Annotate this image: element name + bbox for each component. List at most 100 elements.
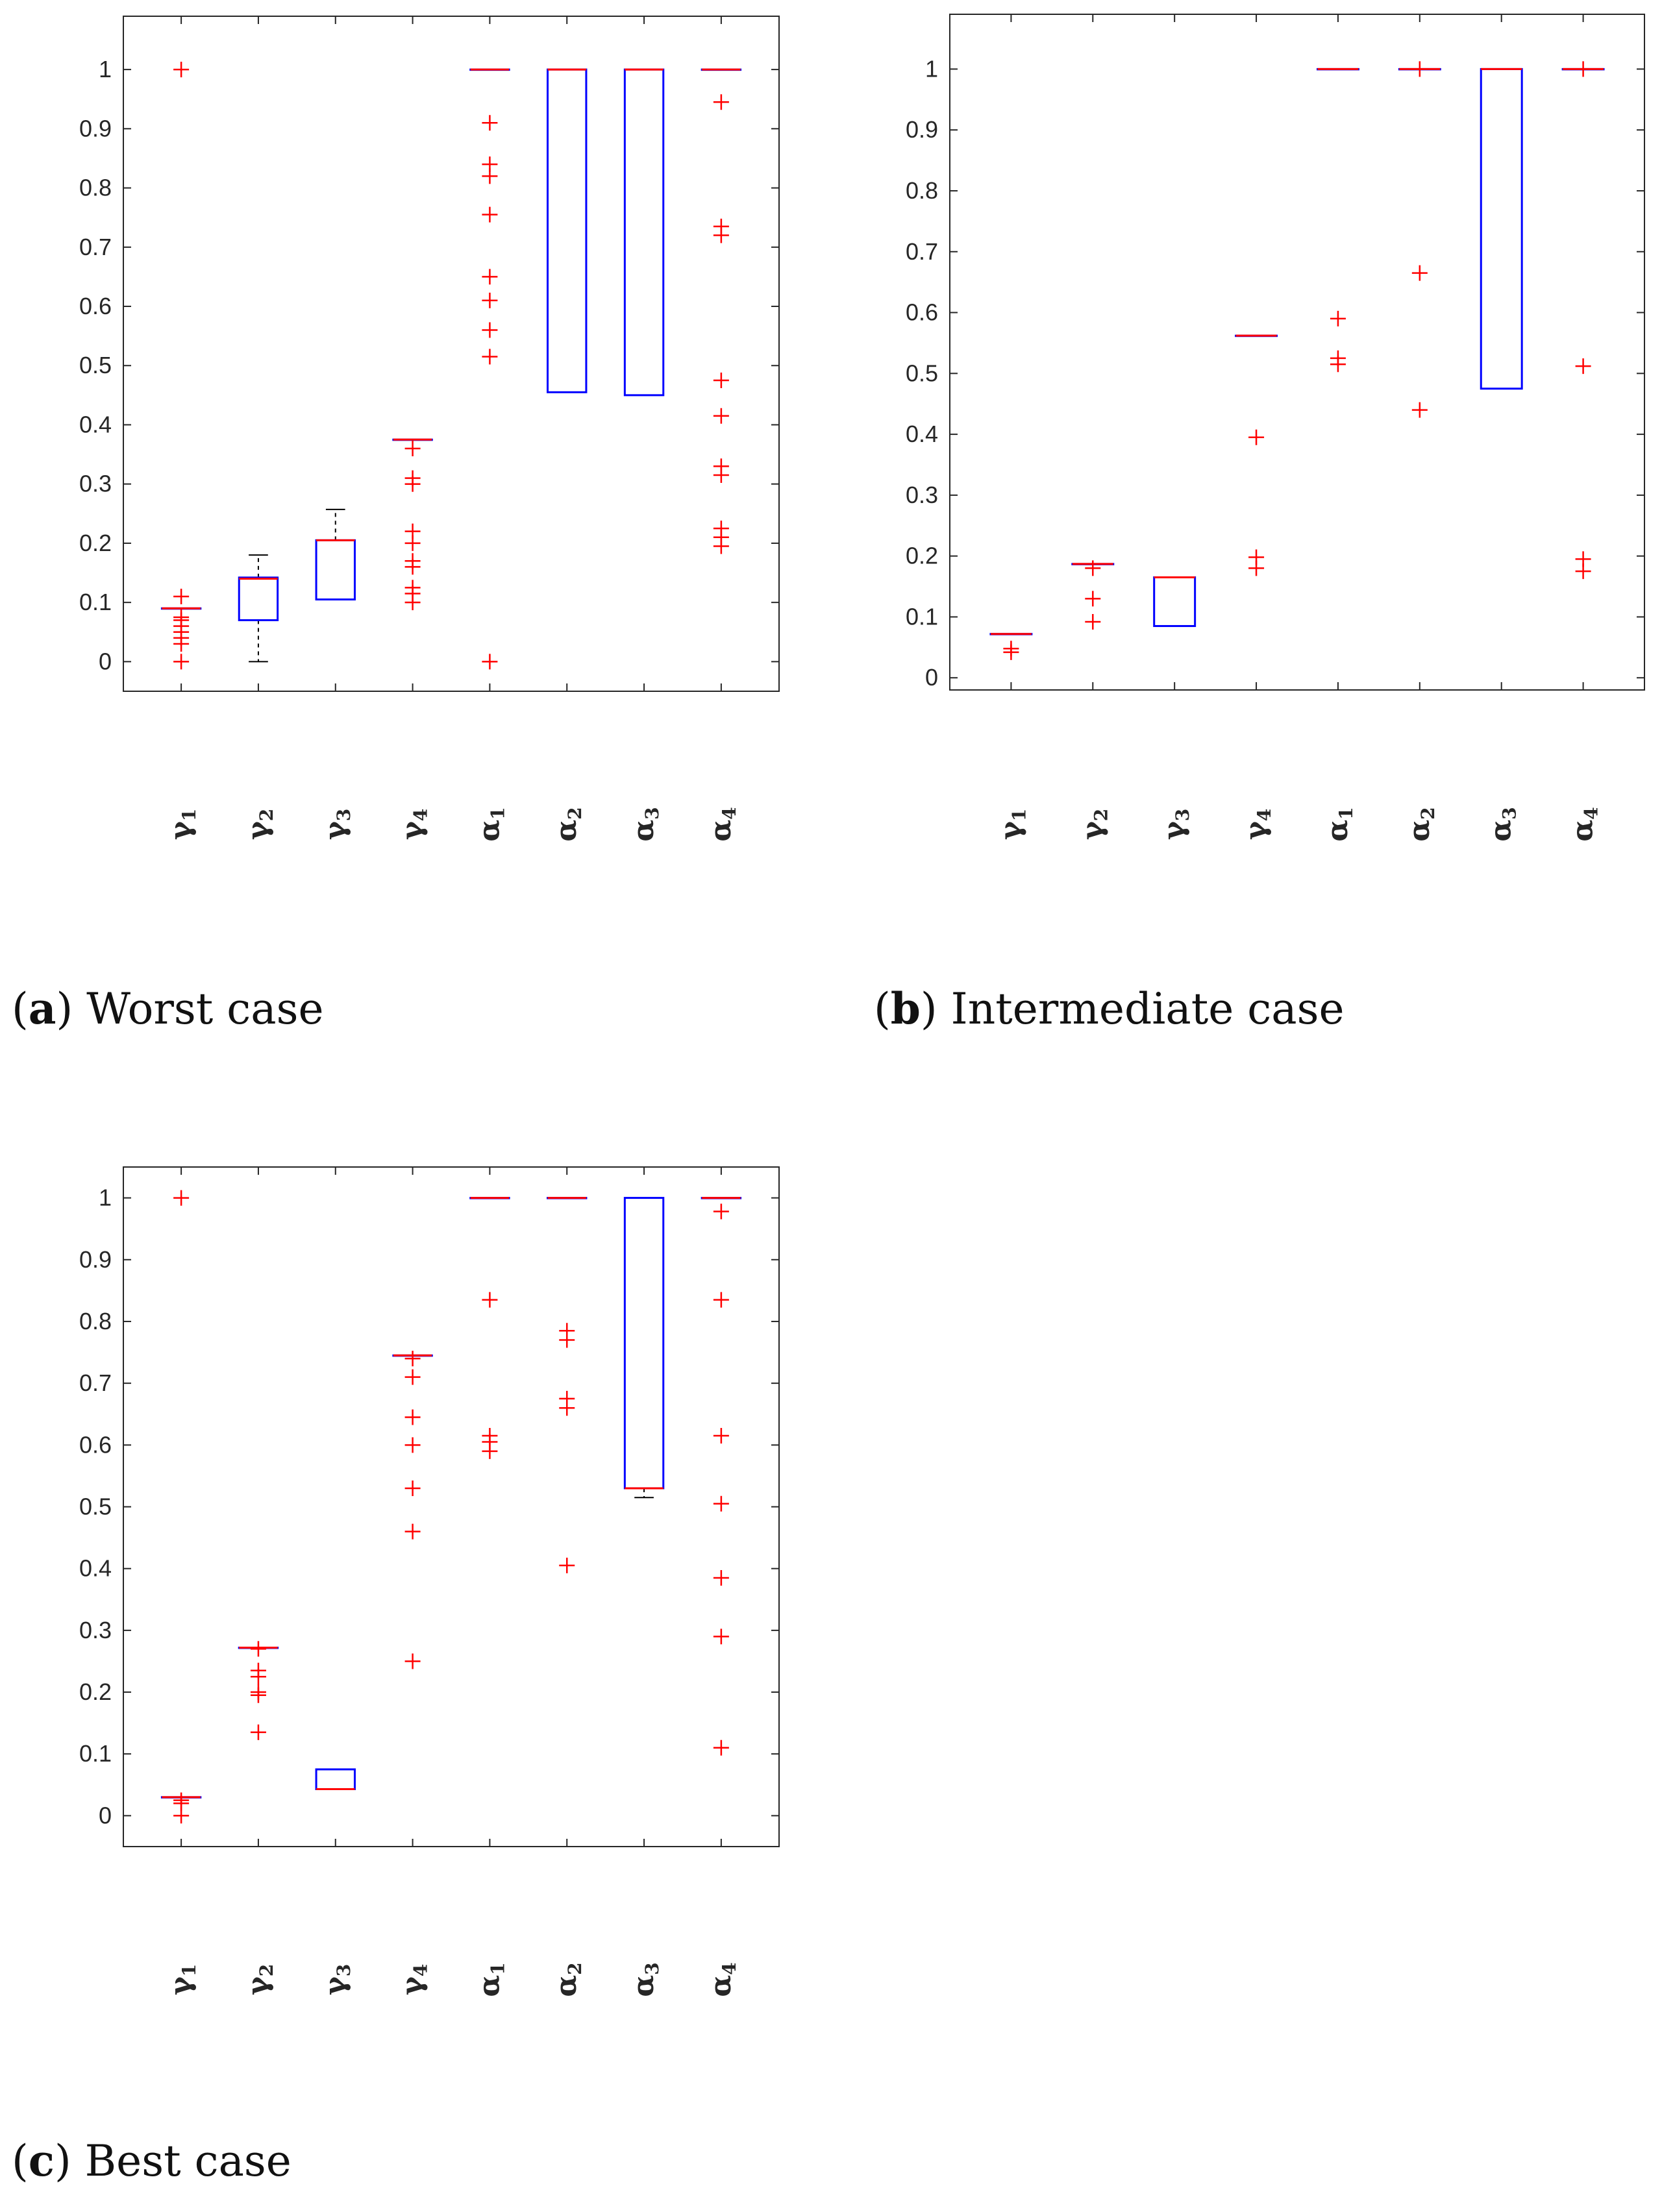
plot-frame: [949, 14, 1645, 691]
x-tick-label: α4: [704, 807, 740, 841]
x-tick-label: γ4: [396, 809, 432, 841]
y-tick-label: 0.8: [79, 175, 112, 201]
outlier-marker: [482, 269, 498, 285]
outlier-marker: [404, 595, 421, 611]
caption-letter-b: b: [890, 983, 921, 1034]
outlier-marker: [404, 1351, 421, 1367]
outlier-marker: [713, 1628, 729, 1645]
x-tick-label: α4: [704, 1962, 740, 1997]
x-tick-label: γ1: [164, 809, 200, 841]
x-tick-label: α1: [473, 1962, 508, 1997]
outlier-marker: [1575, 61, 1591, 77]
outlier-marker: [482, 654, 498, 670]
y-tick-label: 0: [99, 648, 112, 674]
y-tick-label: 0.1: [79, 1740, 112, 1767]
outlier-marker: [1248, 429, 1265, 445]
y-tick-label: 0.9: [79, 1246, 112, 1273]
outlier-marker: [1575, 358, 1591, 375]
y-tick-label: 0.7: [79, 234, 112, 260]
y-tick-label: 0.4: [79, 411, 112, 437]
y-tick-label: 0.6: [79, 1431, 112, 1458]
x-tick-label: α2: [550, 807, 586, 841]
outlier-marker: [559, 1400, 575, 1416]
box-group: [1153, 576, 1197, 628]
caption-text-a: Worst case: [86, 984, 324, 1034]
plot-frame: [123, 16, 780, 692]
outlier-marker: [713, 227, 729, 243]
caption-text-c: Best case: [84, 2136, 291, 2186]
x-tick-label: γ2: [1076, 809, 1111, 841]
outlier-marker: [1003, 644, 1019, 660]
outlier-marker: [404, 1369, 421, 1385]
x-tick-label: γ3: [319, 809, 354, 841]
outlier-marker: [404, 559, 421, 575]
box-group: [1480, 68, 1523, 390]
outlier-marker: [559, 1557, 575, 1573]
box-group: [623, 1197, 665, 1499]
y-tick-label: 0.7: [79, 1370, 112, 1396]
outlier-marker: [482, 206, 498, 223]
outlier-marker: [482, 115, 498, 131]
y-tick-label: 0.2: [79, 530, 112, 556]
y-tick-label: 1: [99, 1185, 112, 1211]
outlier-marker: [1411, 61, 1428, 77]
outlier-marker: [482, 322, 498, 338]
boxplot-b: 0 0.1 0.2 0.3 0.4 0.5 0.6 0.7 0.8 0.9 1 γ1 γ2 γ3 γ4 α1 α…: [906, 14, 1645, 842]
x-tick-label: α4: [1567, 807, 1602, 841]
boxplot-c: 0 0.1 0.2 0.3 0.4 0.5 0.6 0.7 0.8 0.9 1 γ1 γ2 γ3 γ4 α1 α…: [79, 1166, 780, 1997]
outlier-marker: [404, 1437, 421, 1453]
box-group: [238, 554, 279, 663]
box-iqr: [623, 1197, 665, 1490]
y-tick-label: 0.3: [906, 482, 938, 508]
box-group: [989, 633, 1033, 660]
y-tick-label: 0: [99, 1802, 112, 1828]
x-tick-label: γ4: [396, 1964, 432, 1996]
y-tick-label: 1: [925, 55, 938, 82]
outlier-marker: [713, 1203, 729, 1220]
box-group: [1316, 68, 1359, 373]
x-tick-label: γ2: [242, 1964, 277, 1996]
x-tick-label: α3: [627, 1962, 663, 1997]
outlier-marker: [404, 1523, 421, 1540]
box-group: [469, 1197, 510, 1459]
outlier-marker: [713, 467, 729, 484]
x-tick-label: α1: [1321, 807, 1357, 841]
outlier-marker: [1248, 560, 1265, 576]
y-tick-label: 0.5: [79, 352, 112, 378]
y-tick-label: 1: [99, 56, 112, 82]
y-tick-label: 0.6: [906, 299, 938, 326]
outlier-marker: [713, 1292, 729, 1308]
outlier-marker: [713, 1495, 729, 1512]
caption-b: (b) Intermediate case: [874, 983, 1345, 1034]
caption-c: (c) Best case: [12, 2135, 291, 2186]
outlier-marker: [713, 94, 729, 110]
outlier-marker: [1085, 591, 1101, 607]
box-group: [701, 68, 742, 554]
y-tick-label: 0.2: [79, 1678, 112, 1705]
box-group: [315, 1768, 356, 1790]
box-iqr: [623, 68, 665, 397]
outlier-marker: [1330, 356, 1346, 373]
outlier-marker: [250, 1669, 266, 1685]
x-tick-label: γ3: [1158, 809, 1193, 841]
box-group: [392, 438, 433, 611]
y-tick-label: 0: [925, 664, 938, 691]
boxplot-a: 0 0.1 0.2 0.3 0.4 0.5 0.6 0.7 0.8 0.9 1 γ1 γ2 γ3 γ4 α1 α…: [79, 16, 780, 842]
outlier-marker: [404, 476, 421, 492]
plot-frame: [123, 1166, 780, 1847]
box-group: [547, 68, 588, 393]
outlier-marker: [482, 349, 498, 365]
y-tick-label: 0.5: [906, 360, 938, 386]
outlier-marker: [250, 1687, 266, 1703]
outlier-marker: [173, 654, 190, 670]
box-group: [701, 1197, 742, 1756]
box-group: [1235, 334, 1278, 576]
outlier-marker: [173, 1190, 190, 1206]
box-iqr: [315, 539, 356, 601]
x-tick-label: α2: [550, 1962, 586, 1997]
box-iqr: [1153, 576, 1197, 628]
x-tick-label: γ4: [1239, 809, 1275, 841]
outlier-marker: [173, 62, 190, 78]
outlier-marker: [404, 1409, 421, 1425]
y-tick-label: 0.6: [79, 293, 112, 319]
